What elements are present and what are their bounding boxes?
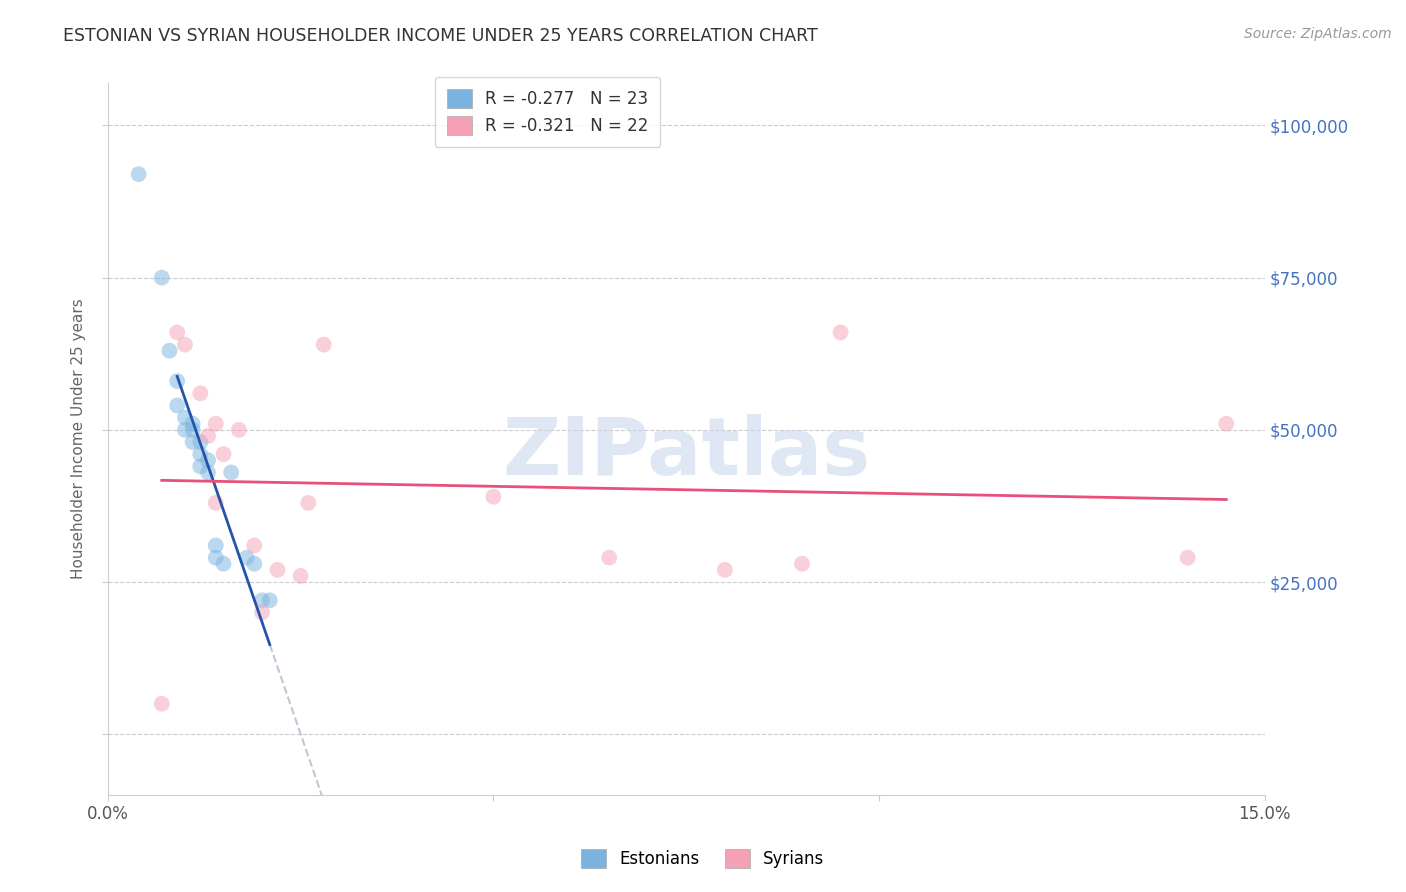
Legend: R = -0.277   N = 23, R = -0.321   N = 22: R = -0.277 N = 23, R = -0.321 N = 22 [434,77,659,147]
Point [212,447,235,461]
Point [174,337,197,351]
Point [598,550,620,565]
Point [166,326,188,340]
Point [166,399,188,413]
Point [204,539,226,553]
Legend: Estonians, Syrians: Estonians, Syrians [575,842,831,875]
Point [188,459,211,474]
Point [181,423,204,437]
Point [243,557,266,571]
Point [266,563,288,577]
Point [150,697,173,711]
Text: ESTONIAN VS SYRIAN HOUSEHOLDER INCOME UNDER 25 YEARS CORRELATION CHART: ESTONIAN VS SYRIAN HOUSEHOLDER INCOME UN… [63,27,818,45]
Point [714,563,737,577]
Point [297,496,319,510]
Point [290,569,312,583]
Point [312,337,335,351]
Point [181,435,204,450]
Point [204,417,226,431]
Point [219,466,242,480]
Point [159,343,181,358]
Point [1215,417,1237,431]
Point [181,417,204,431]
Point [235,550,257,565]
Point [259,593,281,607]
Point [188,447,211,461]
Point [250,606,273,620]
Point [830,326,852,340]
Point [188,386,211,401]
Point [250,593,273,607]
Point [174,423,197,437]
Point [166,374,188,388]
Point [1177,550,1199,565]
Point [212,557,235,571]
Point [243,539,266,553]
Point [482,490,505,504]
Text: Source: ZipAtlas.com: Source: ZipAtlas.com [1244,27,1392,41]
Point [790,557,813,571]
Point [228,423,250,437]
Text: ZIPatlas: ZIPatlas [502,414,870,492]
Point [197,466,219,480]
Point [188,435,211,450]
Point [197,453,219,467]
Point [150,270,173,285]
Point [204,496,226,510]
Point [204,550,226,565]
Y-axis label: Householder Income Under 25 years: Householder Income Under 25 years [72,299,86,579]
Point [197,429,219,443]
Point [174,410,197,425]
Point [128,167,150,181]
